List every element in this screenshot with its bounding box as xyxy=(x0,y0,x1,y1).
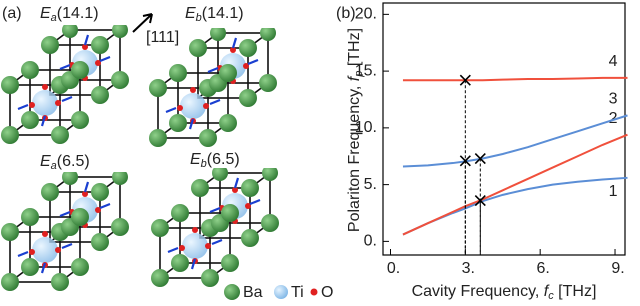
crystal-cluster xyxy=(1,169,129,291)
panel-label: (b) xyxy=(336,5,356,22)
legend-label: O xyxy=(321,284,333,301)
direction-label: [111] xyxy=(146,29,179,46)
legend-swatch xyxy=(224,284,240,300)
legend-swatch xyxy=(310,288,318,296)
y-tick-label: 20. xyxy=(355,6,377,23)
panel-label: (a) xyxy=(2,5,22,22)
mode-label: Ea(14.1) xyxy=(40,5,99,24)
direction-arrow xyxy=(132,13,153,33)
y-tick-label: 0. xyxy=(364,233,377,250)
legend-swatch xyxy=(274,285,288,299)
legend-label: Ba xyxy=(243,284,263,301)
mode-label: Eb(6.5) xyxy=(190,151,240,170)
x-tick-label: 3. xyxy=(462,260,475,277)
series-line xyxy=(402,176,628,236)
marker xyxy=(459,74,471,86)
series-label: 2 xyxy=(609,110,618,127)
marker xyxy=(474,152,486,165)
series-label: 1 xyxy=(609,183,618,200)
crystal-cluster xyxy=(1,22,129,144)
y-axis-label: Polariton Frequency, fp [THz] xyxy=(346,28,365,232)
series-label: 3 xyxy=(609,91,618,108)
x-tick-label: 9. xyxy=(611,260,624,277)
plot-frame xyxy=(382,2,626,256)
series-line xyxy=(402,114,628,168)
mode-label: Ea(6.5) xyxy=(40,153,90,172)
crystal-cluster xyxy=(151,165,279,287)
y-tick-label: 15. xyxy=(355,62,377,79)
mode-label: Eb(14.1) xyxy=(185,5,244,24)
marker xyxy=(474,194,486,207)
y-tick-label: 10. xyxy=(355,119,377,136)
y-tick-label: 5. xyxy=(364,176,377,193)
series-label: 4 xyxy=(609,53,618,70)
x-tick-label: 0. xyxy=(387,260,400,277)
x-tick-label: 6. xyxy=(537,260,550,277)
series-line xyxy=(402,133,628,236)
series-line xyxy=(402,76,628,82)
legend-label: Ti xyxy=(291,284,304,301)
x-axis-label: Cavity Frequency, fc [THz] xyxy=(412,283,597,302)
marker xyxy=(459,155,471,167)
